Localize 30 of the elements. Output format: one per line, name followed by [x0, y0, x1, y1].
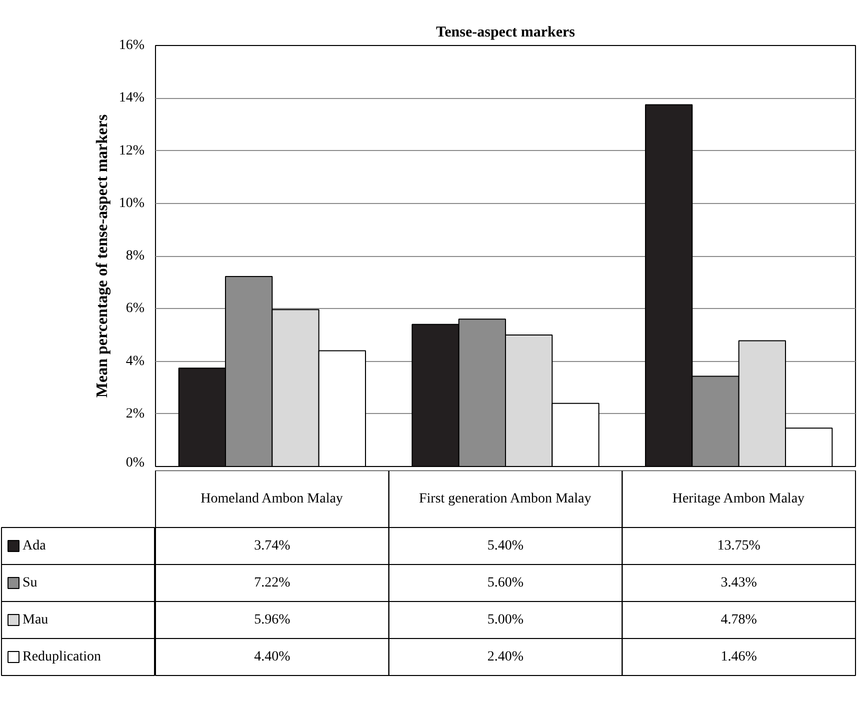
- data-label: 7.22%: [254, 576, 291, 590]
- legend-label: Mau: [22, 612, 48, 628]
- y-tick-label: 14%: [118, 90, 145, 106]
- data-label: 3.43%: [720, 576, 758, 590]
- legend-label: Su: [22, 576, 38, 590]
- x-tick-label: Heritage Ambon Malay: [672, 492, 805, 506]
- data-label: 5.60%: [487, 576, 524, 590]
- y-tick-label: 6%: [126, 301, 145, 316]
- data-label: 2.40%: [487, 650, 524, 664]
- legend-label: Ada: [22, 538, 47, 554]
- data-label: 4.40%: [254, 650, 291, 664]
- legend-label: Reduplication: [22, 650, 102, 664]
- y-axis-title: Mean percentage of tense-aspect markers: [94, 114, 111, 398]
- data-label: 5.40%: [487, 538, 524, 554]
- data-label: 13.75%: [717, 538, 761, 554]
- data-label: 3.74%: [254, 538, 291, 554]
- y-tick-label: 8%: [126, 248, 145, 264]
- y-tick-label: 2%: [126, 406, 145, 422]
- chart-title: Tense-aspect markers: [436, 24, 576, 40]
- data-label: 4.78%: [720, 612, 758, 628]
- x-tick-label: First generation Ambon Malay: [418, 492, 592, 506]
- y-tick-label: 0%: [126, 456, 145, 470]
- data-label: 1.46%: [720, 650, 758, 664]
- data-label: 5.00%: [487, 612, 524, 628]
- y-tick-label: 12%: [118, 143, 145, 158]
- y-tick-label: 10%: [118, 196, 145, 211]
- x-tick-label: Homeland Ambon Malay: [200, 492, 343, 506]
- data-label: 5.96%: [254, 612, 291, 628]
- y-tick-label: 16%: [118, 38, 145, 53]
- y-tick-label: 4%: [126, 354, 145, 369]
